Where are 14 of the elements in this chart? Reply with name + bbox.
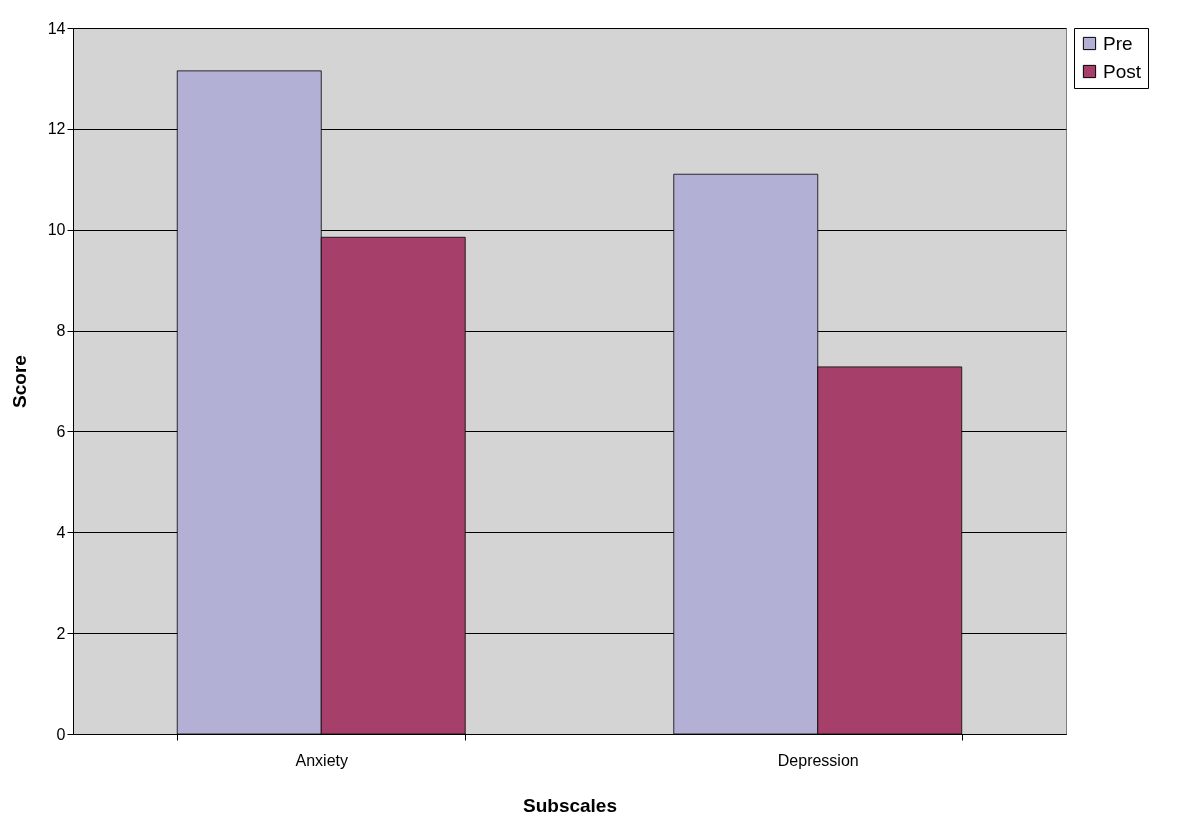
y-tick-label: 0 [56, 725, 66, 743]
y-tick-label: 4 [56, 523, 66, 541]
y-axis-title: Score [8, 355, 30, 408]
y-tick-label: 2 [56, 624, 66, 642]
x-tick-label: Depression [777, 751, 859, 769]
y-tick-label: 10 [47, 221, 66, 239]
x-tick-label: Anxiety [295, 751, 348, 769]
y-tick-label: 6 [56, 422, 66, 440]
y-tick-label: 12 [47, 120, 66, 138]
y-tick-label: 8 [56, 322, 66, 340]
y-tick-label: 14 [47, 19, 66, 37]
legend-label: Pre [1103, 32, 1133, 54]
legend-label: Post [1103, 60, 1142, 82]
x-axis-title: Subscales [523, 794, 617, 816]
